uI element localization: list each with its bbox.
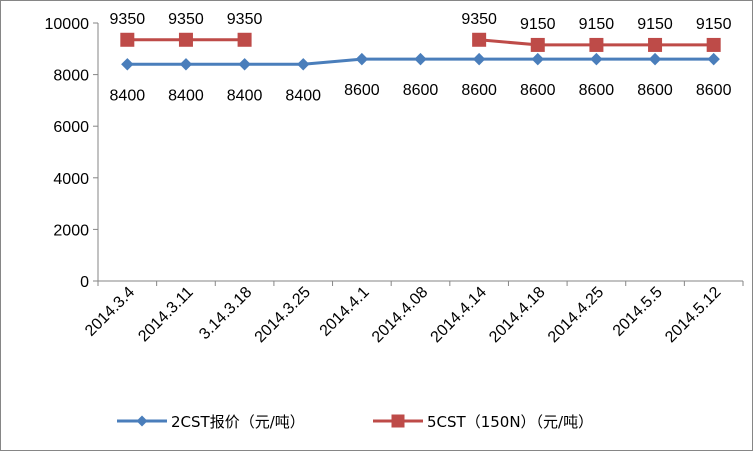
diamond-marker: [531, 52, 544, 66]
data-label: 8600: [696, 82, 732, 99]
data-label: 9150: [637, 16, 673, 33]
x-tick-label: 2014.3.11: [135, 284, 197, 346]
y-tick-labels: 0 2000 4000 6000 8000 10000: [45, 16, 90, 291]
y-tick-label: 10000: [45, 16, 90, 33]
y-tick-label: 6000: [53, 119, 89, 136]
data-label: 8400: [227, 87, 263, 104]
data-label: 9350: [461, 11, 497, 28]
legend-label-2: 5CST（150N）（元/吨）: [427, 413, 593, 431]
square-marker: [120, 32, 135, 47]
diamond-marker: [297, 58, 310, 71]
diamond-marker: [472, 52, 486, 66]
x-tick-label: 2014.4.14: [428, 284, 490, 346]
axes: [93, 22, 744, 286]
x-tick-label: 2014.3.25: [252, 284, 314, 346]
x-tick-label: 3.14.3.18: [196, 284, 255, 343]
data-label: 8600: [579, 82, 615, 99]
series-group: [120, 32, 721, 71]
x-tick-label: 2014.4.25: [545, 284, 607, 346]
data-label: 8600: [344, 82, 380, 99]
data-labels: 8400 8400 8400 8400 8600 8600 8600 8600 8600 8600…: [110, 11, 732, 105]
y-tick-label: 2000: [53, 222, 89, 239]
data-label: 9150: [579, 16, 615, 33]
data-label: 9350: [168, 11, 204, 28]
diamond-marker: [238, 58, 251, 71]
square-marker: [589, 37, 604, 52]
legend-diamond-marker: [136, 415, 148, 427]
diamond-marker: [121, 58, 134, 71]
diamond-marker: [355, 52, 369, 66]
square-marker: [706, 37, 721, 52]
data-label: 9150: [696, 16, 732, 33]
x-tick-label: 2014.4.08: [369, 284, 431, 346]
data-label: 9350: [227, 11, 263, 28]
data-label: 8400: [285, 87, 321, 104]
data-label: 8600: [403, 82, 439, 99]
data-label: 8400: [168, 87, 204, 104]
diamond-marker: [179, 58, 193, 71]
x-tick-label: 2014.5.5: [610, 284, 666, 340]
y-tick-label: 4000: [53, 171, 89, 188]
legend-square-marker: [391, 414, 405, 428]
data-label: 8600: [461, 82, 497, 99]
data-label: 8600: [637, 82, 673, 99]
x-tick-label: 2014.4.18: [486, 284, 548, 346]
x-tick-label: 2014.4.1: [317, 284, 373, 340]
square-marker: [237, 32, 252, 47]
diamond-marker: [590, 52, 603, 66]
legend: 2CST报价（元/吨） 5CST（150N）（元/吨）: [117, 413, 593, 431]
y-tick-label: 0: [80, 274, 89, 291]
diamond-marker: [648, 52, 662, 66]
data-label: 8400: [110, 87, 146, 104]
x-tick-label: 2014.3.4: [82, 284, 138, 340]
x-tick-label: 2014.5.12: [662, 284, 724, 346]
y-tick-label: 8000: [53, 68, 89, 85]
square-marker: [530, 37, 545, 52]
series-line-2: [127, 38, 714, 47]
data-label: 8600: [520, 82, 556, 99]
legend-label-1: 2CST报价（元/吨）: [171, 413, 305, 431]
data-label: 9350: [110, 11, 146, 28]
data-label: 9150: [520, 16, 556, 33]
square-marker: [648, 37, 663, 52]
square-marker: [178, 32, 193, 47]
square-marker: [472, 32, 487, 47]
diamond-marker: [707, 52, 720, 66]
diamond-marker: [414, 52, 427, 66]
